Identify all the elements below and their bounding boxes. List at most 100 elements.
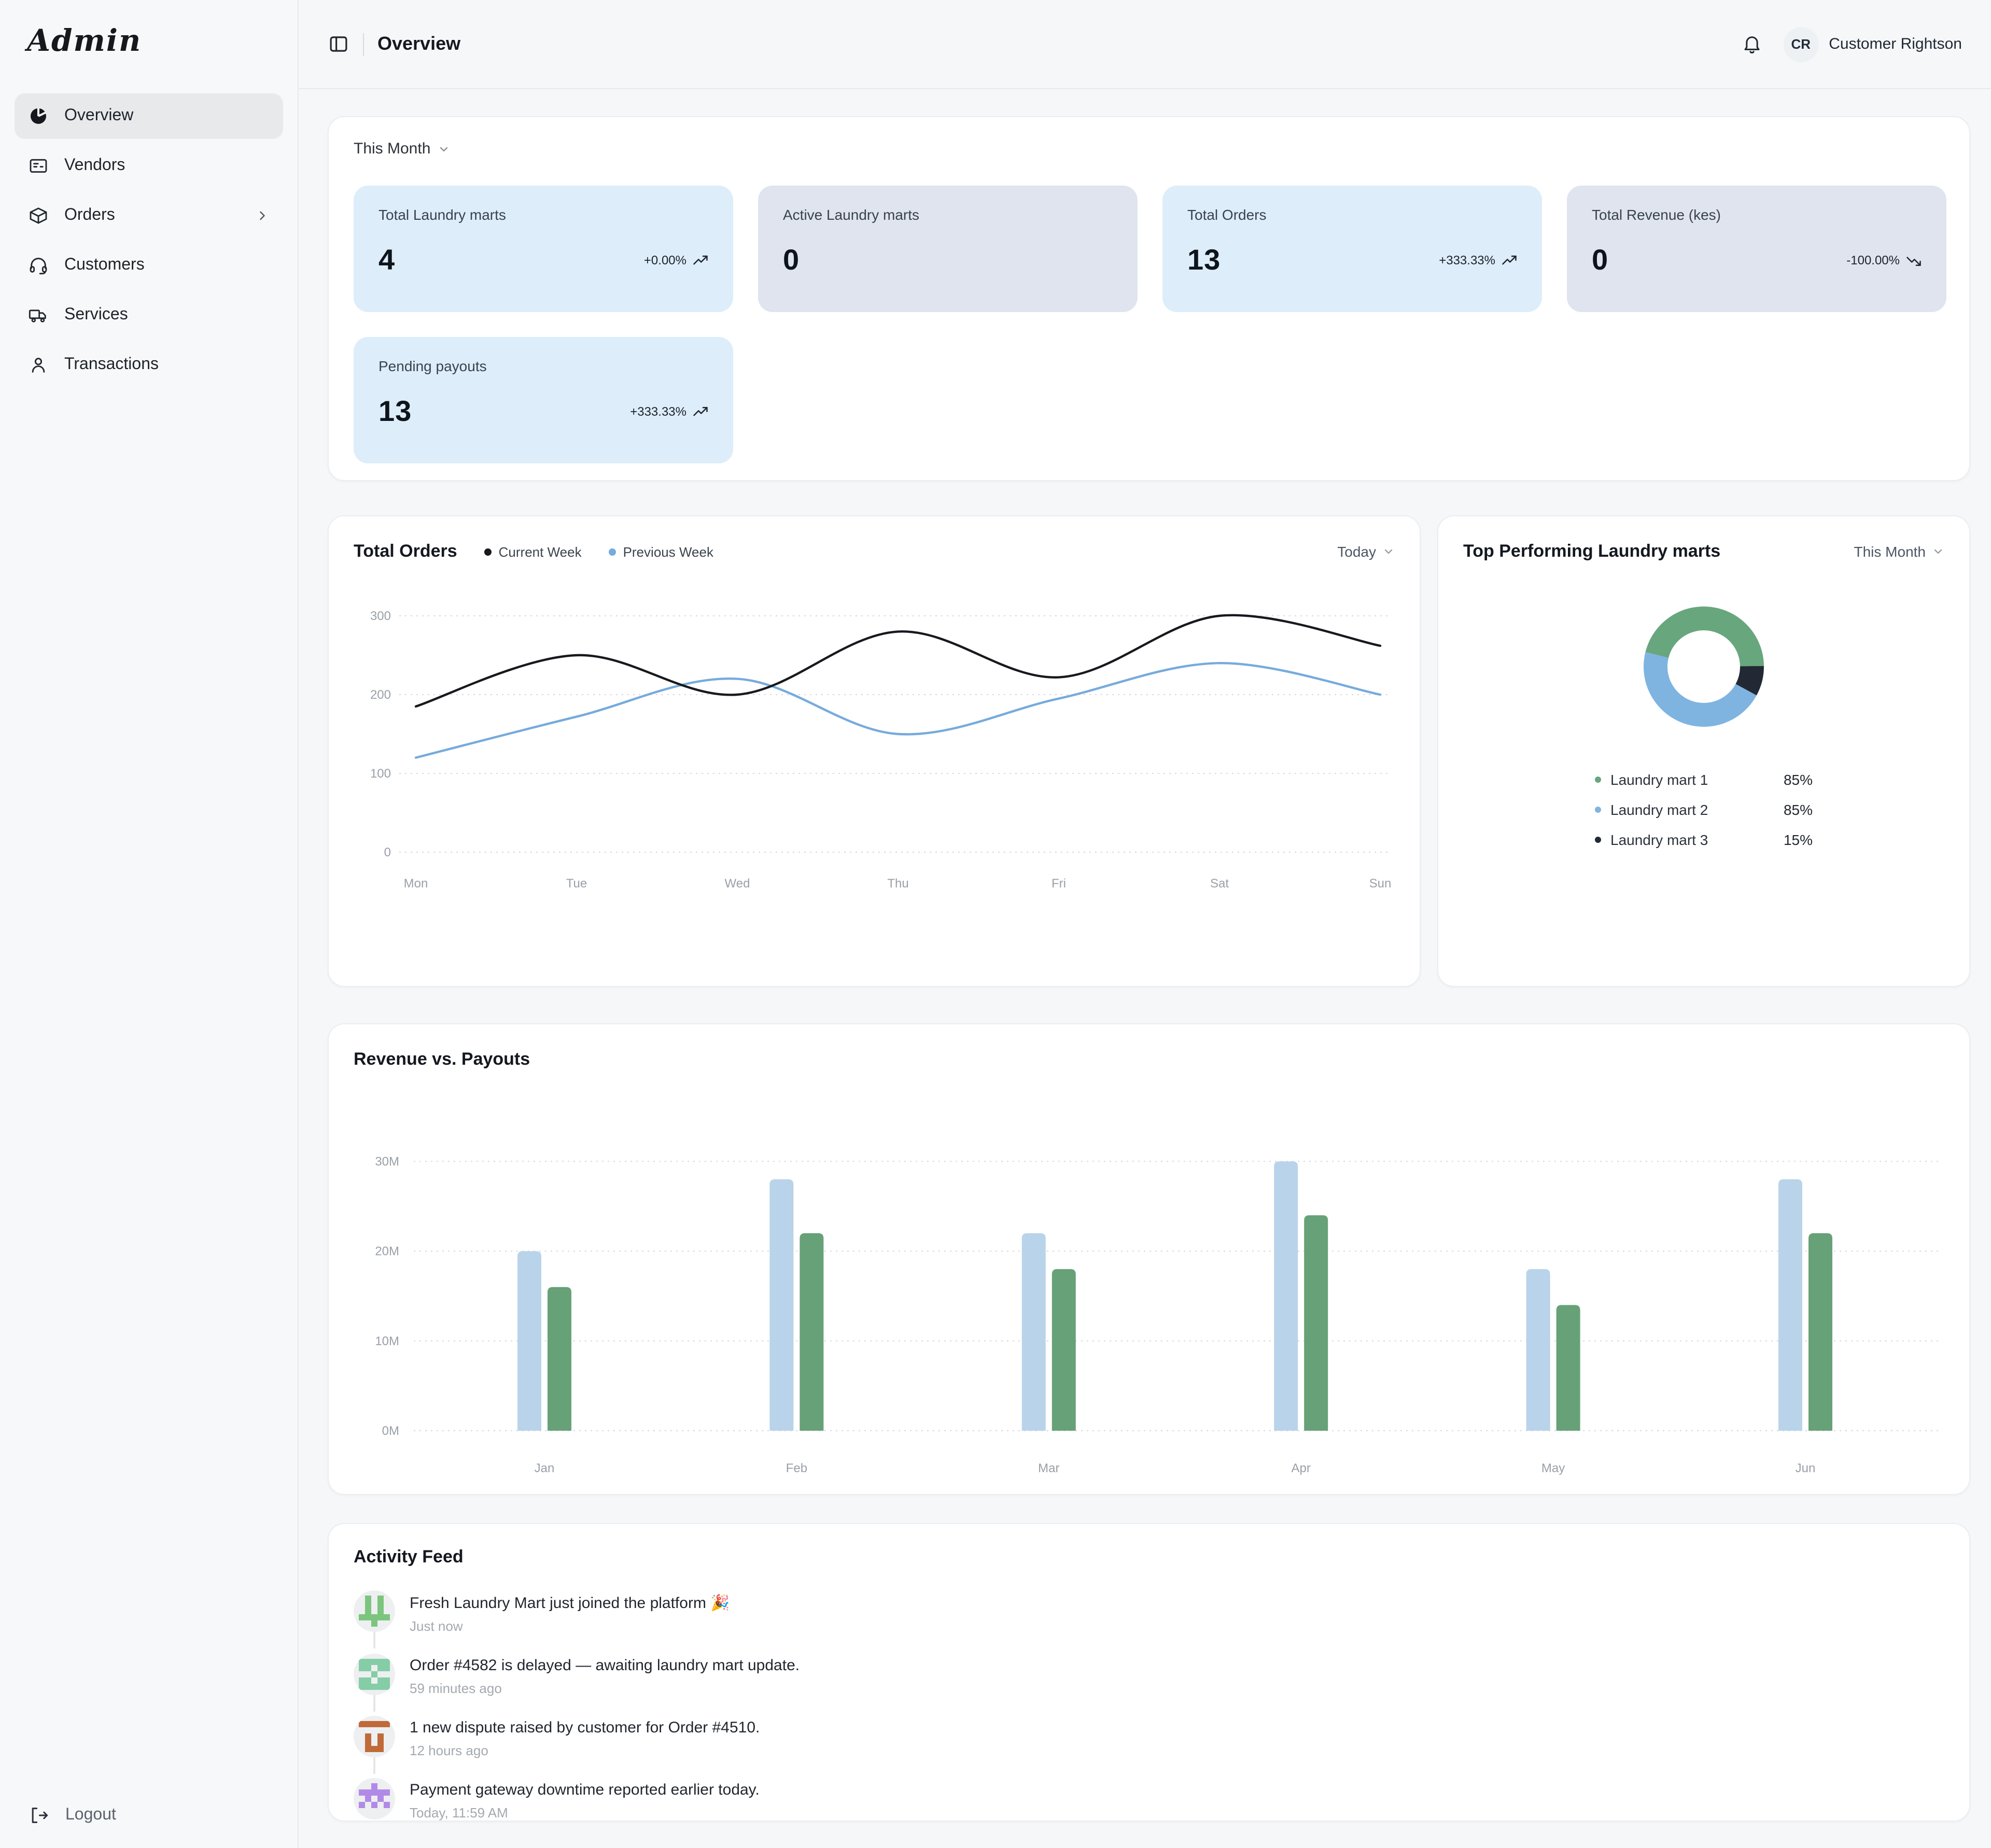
stat-card-value: 13: [378, 395, 412, 428]
line-legend: Current WeekPrevious Week: [484, 544, 713, 559]
legend-percent: 85%: [1784, 771, 1813, 788]
svg-text:0M: 0M: [382, 1424, 399, 1438]
stats-range-selector[interactable]: This Month: [354, 140, 450, 158]
sidebar-item-label: Overview: [64, 107, 133, 125]
sidebar-item-vendors[interactable]: Vendors: [15, 143, 283, 189]
feed-time: Today, 11:59 AM: [410, 1805, 760, 1821]
svg-text:200: 200: [370, 688, 391, 702]
donut-range-label: This Month: [1854, 543, 1926, 560]
donut-legend: Laundry mart 185% Laundry mart 285% Laun…: [1595, 771, 1813, 848]
svg-text:Apr: Apr: [1292, 1461, 1311, 1475]
stat-card-total-revenue-kes-: Total Revenue (kes) 0 -100.00%: [1567, 186, 1946, 312]
legend-percent: 15%: [1784, 831, 1813, 848]
svg-text:Fri: Fri: [1051, 877, 1066, 891]
revenue-vs-payouts-chart: 0M10M20M30MJanFebMarAprMayJun: [354, 1080, 1946, 1487]
svg-text:0: 0: [384, 845, 391, 859]
sidebar-item-services[interactable]: Services: [15, 292, 283, 338]
stat-card-value: 0: [1592, 244, 1608, 277]
feed-item: Order #4582 is delayed — awaiting laundr…: [354, 1654, 1944, 1716]
donut-legend-laundry-mart-2: Laundry mart 285%: [1595, 801, 1813, 818]
package-icon: [28, 205, 49, 226]
legend-dot: [609, 548, 616, 555]
svg-text:20M: 20M: [375, 1245, 399, 1259]
notifications-bell-icon[interactable]: [1741, 33, 1762, 55]
feed-time: 59 minutes ago: [410, 1681, 800, 1696]
sidebar-item-orders[interactable]: Orders: [15, 193, 283, 238]
stat-card-total-laundry-marts: Total Laundry marts 4 +0.00%: [354, 186, 733, 312]
sidebar-item-label: Vendors: [64, 157, 125, 175]
svg-text:10M: 10M: [375, 1334, 399, 1348]
orders-range-selector[interactable]: Today: [1337, 543, 1395, 560]
trend-up-icon: [693, 404, 708, 419]
sidebar-item-label: Customers: [64, 256, 145, 275]
id-card-icon: [28, 156, 49, 176]
chevron-right-icon: [255, 208, 270, 223]
donut-legend-laundry-mart-1: Laundry mart 185%: [1595, 771, 1813, 788]
orders-range-label: Today: [1337, 543, 1376, 560]
feed-item: Fresh Laundry Mart just joined the platf…: [354, 1590, 1944, 1654]
feed-avatar-icon: [354, 1778, 395, 1819]
feed-avatar-icon: [354, 1590, 395, 1632]
svg-text:Sun: Sun: [1369, 877, 1392, 891]
stat-card-value: 0: [783, 244, 800, 277]
total-orders-chart: 3002001000MonTueWedThuFriSatSun: [354, 579, 1397, 931]
stat-card-label: Active Laundry marts: [783, 206, 1113, 223]
sidebar: Admin Overview Vendors Orders Customers …: [0, 0, 299, 1848]
stat-cards: Total Laundry marts 4 +0.00% Active Laun…: [354, 186, 1944, 463]
revenue-panel: Revenue vs. Payouts 0M10M20M30MJanFebMar…: [328, 1023, 1970, 1495]
stat-card-delta: -100.00%: [1846, 252, 1922, 268]
truck-icon: [28, 305, 49, 326]
legend-item-previous-week: Previous Week: [609, 544, 713, 559]
top-bar: Overview CR Customer Rightson: [299, 0, 1991, 89]
feed-text: Fresh Laundry Mart just joined the platf…: [410, 1590, 730, 1612]
svg-text:Jun: Jun: [1796, 1461, 1816, 1475]
stats-panel: This Month Total Laundry marts 4 +0.00% …: [328, 116, 1970, 481]
svg-text:Feb: Feb: [786, 1461, 807, 1475]
pie-chart-icon: [28, 106, 49, 126]
page-title: Overview: [377, 33, 460, 55]
sidebar-item-label: Transactions: [64, 356, 159, 374]
avatar: CR: [1783, 26, 1818, 62]
sidebar-item-label: Services: [64, 306, 128, 325]
logout-button[interactable]: Logout: [28, 1805, 116, 1826]
app-window: Admin Overview Vendors Orders Customers …: [0, 0, 1991, 1848]
main-area: Overview CR Customer Rightson: [299, 0, 1991, 1848]
feed-item: Payment gateway downtime reported earlie…: [354, 1778, 1944, 1840]
app-logo: Admin: [0, 0, 298, 58]
stat-card-label: Total Orders: [1187, 206, 1517, 223]
feed-text: 1 new dispute raised by customer for Ord…: [410, 1716, 760, 1737]
stat-card-label: Total Laundry marts: [378, 206, 708, 223]
stat-card-value: 4: [378, 244, 395, 277]
stat-card-label: Pending payouts: [378, 358, 708, 374]
donut-range-selector[interactable]: This Month: [1854, 543, 1945, 560]
svg-text:Sat: Sat: [1210, 877, 1229, 891]
svg-text:Jan: Jan: [535, 1461, 555, 1475]
total-orders-panel: Total Orders Current WeekPrevious Week T…: [328, 515, 1421, 987]
sidebar-item-customers[interactable]: Customers: [15, 243, 283, 288]
svg-text:Thu: Thu: [887, 877, 908, 891]
svg-text:May: May: [1541, 1461, 1565, 1475]
user-menu[interactable]: CR Customer Rightson: [1783, 26, 1962, 62]
person-icon: [28, 355, 49, 375]
sidebar-toggle-icon[interactable]: [328, 33, 349, 55]
feed-timeline-connector: [373, 1632, 375, 1648]
legend-dot: [1595, 777, 1601, 783]
trend-up-icon: [1502, 252, 1517, 268]
legend-dot: [1595, 807, 1601, 813]
activity-feed-title: Activity Feed: [354, 1547, 464, 1568]
sidebar-item-transactions[interactable]: Transactions: [15, 342, 283, 388]
feed-text: Payment gateway downtime reported earlie…: [410, 1778, 760, 1799]
sidebar-item-overview[interactable]: Overview: [15, 93, 283, 139]
donut-legend-laundry-mart-3: Laundry mart 315%: [1595, 831, 1813, 848]
chevron-down-icon: [438, 143, 450, 155]
content: This Month Total Laundry marts 4 +0.00% …: [299, 89, 1991, 1822]
feed-avatar-icon: [354, 1716, 395, 1757]
sidebar-item-label: Orders: [64, 206, 115, 225]
stat-card-delta: +333.33%: [1439, 252, 1517, 268]
feed-time: 12 hours ago: [410, 1743, 760, 1758]
svg-text:Wed: Wed: [725, 877, 750, 891]
revenue-title: Revenue vs. Payouts: [354, 1049, 530, 1070]
stat-card-value: 13: [1187, 244, 1221, 277]
stats-range-label: This Month: [354, 140, 430, 158]
logout-icon: [28, 1805, 49, 1826]
